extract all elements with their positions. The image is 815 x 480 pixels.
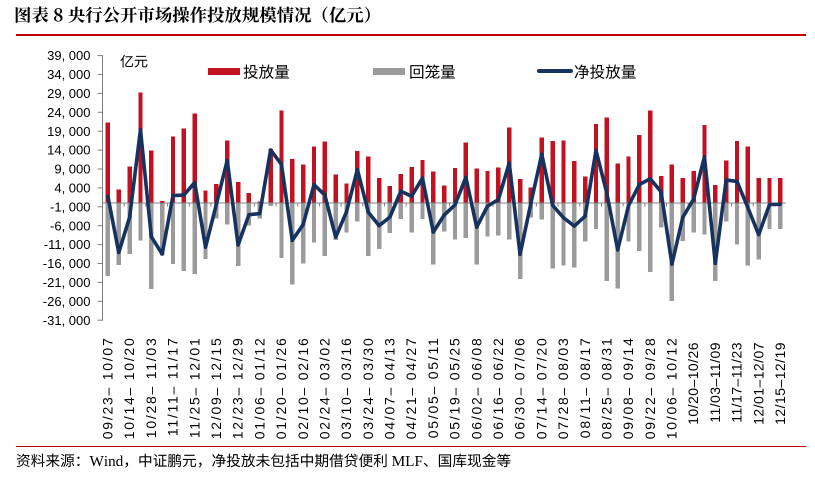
svg-text:19, 000: 19, 000	[47, 124, 90, 139]
svg-text:4, 000: 4, 000	[54, 181, 90, 196]
svg-text:09/22– 09/28: 09/22– 09/28	[642, 337, 658, 440]
svg-text:12/23– 12/29: 12/23– 12/29	[230, 337, 246, 440]
svg-text:05/19– 05/25: 05/19– 05/25	[447, 336, 463, 439]
svg-text:12/15–12/19: 12/15–12/19	[772, 342, 788, 425]
svg-text:9, 000: 9, 000	[54, 162, 90, 177]
svg-text:10/20–10/26: 10/20–10/26	[685, 342, 701, 425]
svg-text:11/03–11/09: 11/03–11/09	[707, 342, 723, 423]
svg-text:05/05– 05/11: 05/05– 05/11	[425, 337, 441, 439]
svg-text:-1, 000: -1, 000	[50, 199, 90, 214]
svg-text:09/23– 10/07: 09/23– 10/07	[100, 337, 116, 440]
svg-text:10/06– 10/12: 10/06– 10/12	[664, 337, 680, 440]
svg-text:-16, 000: -16, 000	[43, 256, 91, 271]
svg-text:10/14– 10/20: 10/14– 10/20	[121, 337, 137, 440]
svg-text:06/30– 07/06: 06/30– 07/06	[512, 337, 528, 440]
svg-text:-26, 000: -26, 000	[43, 294, 91, 309]
svg-text:02/10– 02/16: 02/10– 02/16	[295, 337, 311, 440]
svg-text:-11, 000: -11, 000	[44, 237, 91, 252]
svg-text:09/08– 09/14: 09/08– 09/14	[620, 337, 636, 440]
svg-text:07/28– 08/03: 07/28– 08/03	[555, 337, 571, 440]
svg-text:29, 000: 29, 000	[47, 86, 90, 101]
svg-text:11/11– 11/17: 11/11– 11/17	[165, 337, 181, 437]
svg-text:08/11– 08/17: 08/11– 08/17	[577, 337, 593, 439]
svg-text:03/24– 03/30: 03/24– 03/30	[360, 337, 376, 440]
svg-text:-21, 000: -21, 000	[43, 275, 91, 290]
svg-text:11/17–11/23: 11/17–11/23	[729, 342, 745, 423]
svg-text:04/21– 04/27: 04/21– 04/27	[403, 336, 419, 439]
svg-text:08/25– 08/31: 08/25– 08/31	[598, 337, 614, 440]
svg-text:11/25– 12/01: 11/25– 12/01	[186, 337, 202, 439]
svg-text:04/07– 04/13: 04/07– 04/13	[382, 337, 398, 440]
svg-text:24, 000: 24, 000	[47, 105, 90, 120]
svg-text:01/06– 01/12: 01/06– 01/12	[251, 337, 267, 440]
svg-text:07/14– 07/20: 07/14– 07/20	[533, 337, 549, 440]
svg-text:06/16– 06/22: 06/16– 06/22	[490, 336, 506, 439]
svg-text:34, 000: 34, 000	[47, 67, 90, 82]
svg-text:39, 000: 39, 000	[47, 48, 90, 63]
svg-text:01/20– 01/26: 01/20– 01/26	[273, 337, 289, 440]
svg-text:10/28– 11/03: 10/28– 11/03	[143, 337, 159, 439]
svg-text:-31, 000: -31, 000	[43, 313, 91, 328]
svg-text:12/09– 12/15: 12/09– 12/15	[208, 337, 224, 440]
svg-text:06/02– 06/08: 06/02– 06/08	[468, 337, 484, 440]
svg-text:14, 000: 14, 000	[47, 143, 90, 158]
svg-text:-6, 000: -6, 000	[50, 218, 90, 233]
svg-text:12/01–12/07: 12/01–12/07	[750, 342, 766, 425]
svg-text:02/24– 03/02: 02/24– 03/02	[316, 337, 332, 440]
svg-text:03/10– 03/16: 03/10– 03/16	[338, 337, 354, 440]
